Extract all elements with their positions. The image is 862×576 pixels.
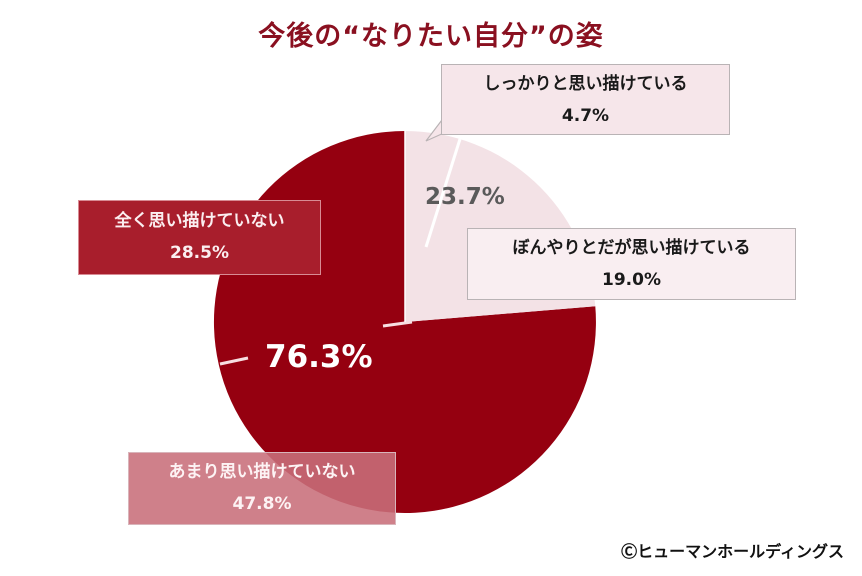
chart-title: 今後の“なりたい自分”の姿 [258, 21, 604, 52]
label-clear: しっかりと思い描けている 4.7% [441, 64, 730, 135]
separator-little-none [219, 356, 249, 366]
label-vague-text: ぼんやりとだが思い描けている [512, 238, 751, 258]
copyright-credit: Ⓒヒューマンホールディングス [621, 542, 844, 561]
label-little-value: 47.8% [232, 494, 292, 514]
label-clear-text: しっかりと思い描けている [483, 74, 688, 94]
label-none-value: 28.5% [170, 243, 229, 263]
label-little-text: あまり思い描けていない [168, 462, 356, 482]
label-clear-value: 4.7% [561, 106, 610, 126]
group-total-envisioned: 23.7% [425, 184, 505, 210]
separator-light-dark [382, 320, 413, 328]
label-vague-value: 19.0% [602, 270, 661, 290]
group-total-not-envisioned: 76.3% [265, 339, 373, 375]
separator-clear-vague [424, 138, 462, 248]
label-little: あまり思い描けていない 47.8% [128, 452, 396, 525]
label-vague: ぼんやりとだが思い描けている 19.0% [467, 228, 796, 300]
label-none-text: 全く思い描けていない [114, 211, 285, 231]
label-none: 全く思い描けていない 28.5% [78, 200, 321, 275]
